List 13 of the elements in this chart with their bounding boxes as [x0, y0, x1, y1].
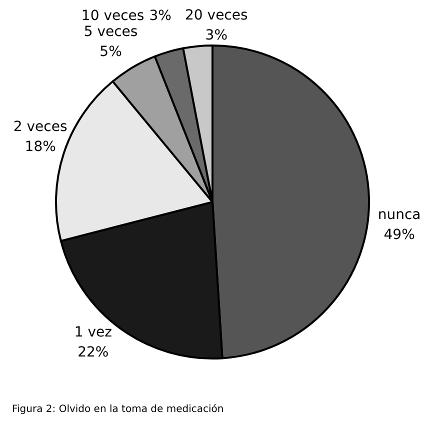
data-label: 5%	[100, 44, 122, 60]
data-label: 3%	[149, 8, 172, 24]
slice-label: 2 veces	[13, 119, 68, 136]
slice-label: 5 veces	[84, 24, 138, 40]
text: Figura 2: Olvido en la toma de medicación	[12, 404, 224, 415]
slice-label: nunca	[378, 207, 421, 224]
slice-label: 10 veces	[81, 8, 144, 24]
data-label: 49%	[384, 227, 415, 244]
data-label: 22%	[78, 344, 109, 360]
data-label: 18%	[24, 139, 56, 156]
data-label: 3%	[205, 28, 228, 44]
slice-label: 20 veces	[185, 8, 248, 24]
slice-label: 1 vez	[74, 324, 112, 340]
